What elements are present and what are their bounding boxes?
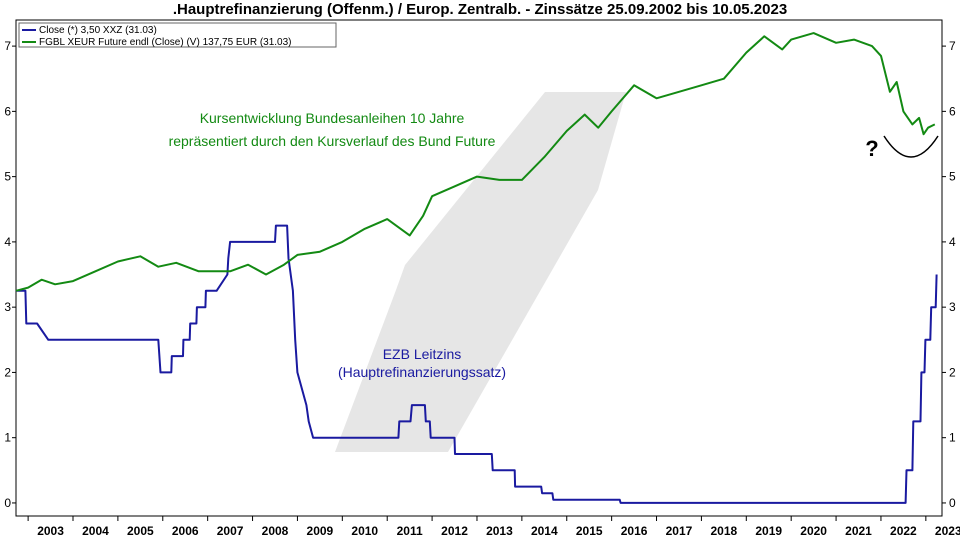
axis-layer: 0 0 1 1 2 2 3 3 4 4 5 5 6 6 7 7 2003 2004 2005 2006 2007 2008… [4, 39, 960, 538]
series-line-ezb-rate [16, 224, 938, 504]
y-tick-label-right-5: 5 [949, 170, 956, 184]
series-layer [15, 32, 938, 504]
x-tick-label-2019: 2019 [755, 524, 782, 538]
x-tick-label-2020: 2020 [800, 524, 827, 538]
x-tick-label-2015: 2015 [576, 524, 603, 538]
annotation-bund-line1: Kursentwicklung Bundesanleihen 10 Jahre [200, 110, 465, 126]
annotation-question-mark: ? [865, 136, 878, 161]
series-line-bund-future [15, 32, 936, 292]
x-tick-label-2012: 2012 [441, 524, 468, 538]
y-tick-label-right-6: 6 [949, 104, 956, 118]
y-tick-label-right-2: 2 [949, 365, 956, 379]
chart-title: .Hauptrefinanzierung (Offenm.) / Europ. … [173, 1, 787, 18]
x-tick-label-2011: 2011 [397, 524, 423, 538]
y-tick-label-right-7: 7 [949, 39, 956, 53]
x-tick-label-2003: 2003 [37, 524, 64, 538]
y-tick-label-left-1: 1 [4, 431, 11, 445]
x-tick-label-2009: 2009 [307, 524, 334, 538]
annotation-ezb-line1: EZB Leitzins [383, 346, 462, 362]
x-tick-label-2018: 2018 [711, 524, 738, 538]
annotation-bund-line2: repräsentiert durch den Kursverlauf des … [169, 133, 496, 149]
legend-label-future: FGBL XEUR Future endl (Close) (V) 137,75… [39, 37, 292, 48]
annotation-ezb-line2: (Hauptrefinanzierungssatz) [338, 364, 506, 380]
watermark-slash [335, 92, 626, 452]
y-tick-label-left-6: 6 [4, 104, 11, 118]
annotation-layer: Kursentwicklung Bundesanleihen 10 Jahre … [169, 110, 939, 380]
y-tick-label-left-2: 2 [4, 365, 11, 379]
y-tick-label-left-4: 4 [4, 235, 11, 249]
y-tick-label-right-3: 3 [949, 300, 956, 314]
y-tick-label-left-3: 3 [4, 300, 11, 314]
legend-box [18, 22, 337, 48]
x-tick-label-2022: 2022 [890, 524, 917, 538]
x-tick-label-2017: 2017 [666, 524, 693, 538]
x-tick-label-2016: 2016 [621, 524, 648, 538]
annotation-arc [883, 135, 939, 158]
x-tick-label-2023: 2023 [935, 524, 960, 538]
y-tick-label-right-1: 1 [949, 431, 956, 445]
x-tick-label-2021: 2021 [845, 524, 872, 538]
y-tick-label-left-7: 7 [4, 39, 11, 53]
x-tick-label-2008: 2008 [262, 524, 289, 538]
y-tick-label-right-4: 4 [949, 235, 956, 249]
decoration-layer [335, 92, 626, 452]
x-tick-label-2010: 2010 [351, 524, 378, 538]
y-tick-label-right-0: 0 [949, 496, 956, 510]
y-tick-label-left-5: 5 [4, 170, 11, 184]
x-tick-label-2005: 2005 [127, 524, 154, 538]
x-tick-label-2007: 2007 [217, 524, 244, 538]
y-tick-label-left-0: 0 [4, 496, 11, 510]
x-tick-label-2006: 2006 [172, 524, 199, 538]
legend: Close (*) 3,50 XXZ (31.03) FGBL XEUR Fut… [18, 22, 337, 48]
legend-label-rate: Close (*) 3,50 XXZ (31.03) [39, 25, 157, 36]
x-tick-label-2004: 2004 [82, 524, 109, 538]
x-tick-label-2014: 2014 [531, 524, 558, 538]
x-tick-label-2013: 2013 [486, 524, 513, 538]
